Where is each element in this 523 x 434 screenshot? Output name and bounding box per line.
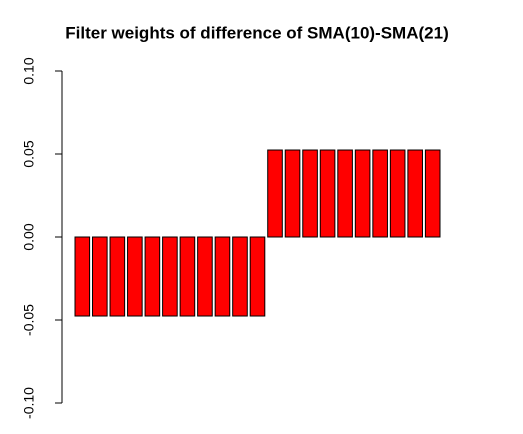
bar [407,149,423,238]
bar [127,236,143,317]
bar [267,149,283,238]
bar [162,236,178,317]
bar [284,149,301,238]
bar [319,149,336,238]
bar [92,236,108,317]
bar [197,236,213,317]
bar [144,236,161,317]
bar [337,149,353,238]
bar [214,236,231,317]
bar [249,236,266,317]
bar [179,236,196,317]
y-tick-label: 0.00 [21,223,37,250]
bar [354,149,371,238]
y-tick-label: -0.05 [21,304,37,336]
chart-title: Filter weights of difference of SMA(10)-… [65,23,448,42]
y-tick-label: -0.10 [21,387,37,419]
bar [109,236,126,317]
bar [424,149,441,238]
bar [389,149,406,238]
y-tick-label: 0.10 [21,57,37,84]
bar [302,149,318,238]
bar [372,149,388,238]
y-tick-label: 0.05 [21,140,37,167]
bar [74,236,91,317]
bar [232,236,248,317]
